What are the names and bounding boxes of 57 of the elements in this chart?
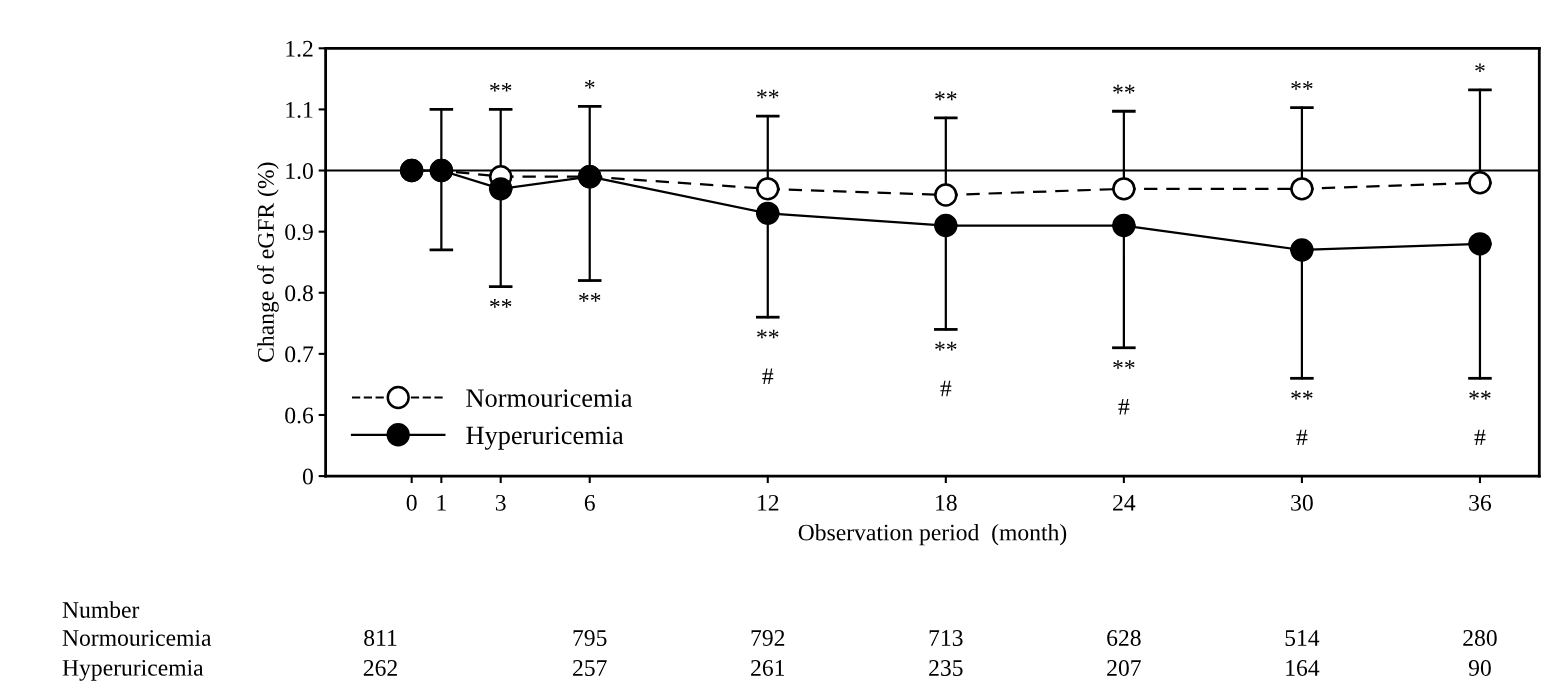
annotation: ** — [1291, 390, 1313, 400]
x-tick-label: 6 — [584, 494, 595, 511]
annotation: ** — [757, 89, 779, 99]
text: 262 — [363, 660, 397, 676]
annotation: # — [1474, 429, 1486, 446]
text: 514 — [1285, 630, 1320, 646]
x-tick-label: 30 — [1291, 494, 1313, 511]
y-tick-label: 0.6 — [285, 407, 314, 424]
annotation: ** — [935, 341, 957, 351]
text: Number — [62, 601, 140, 618]
annotation: # — [762, 368, 774, 384]
x-tick-label: 24 — [1113, 494, 1136, 511]
text: 811 — [364, 629, 397, 646]
y-tick-label: 0 — [302, 468, 313, 485]
text: Hyperuricemia — [62, 659, 204, 681]
annotation: ** — [490, 82, 512, 92]
y-tick-label: 0.8 — [285, 285, 313, 302]
x-axis-title: Observation period (month) — [798, 523, 1067, 546]
legend-label: Normouricemia — [466, 389, 633, 407]
y-axis-title: Change of eGFR (%) — [257, 162, 279, 362]
annotation: ** — [1469, 390, 1491, 400]
text: 207 — [1107, 659, 1141, 676]
annotation: ** — [1291, 81, 1313, 90]
annotation: ** — [490, 299, 512, 308]
x-tick-label: 18 — [936, 494, 957, 511]
annotation: ** — [935, 91, 957, 101]
text: 713 — [929, 630, 963, 646]
text: 280 — [1463, 629, 1497, 646]
x-tick-label: 12 — [758, 494, 779, 511]
text: 257 — [573, 660, 607, 676]
x-tick-label: 1 — [437, 494, 446, 511]
text: Normouricemia — [62, 630, 212, 646]
text: 90 — [1468, 659, 1491, 676]
annotation: # — [940, 380, 952, 397]
y-tick-label: 1.2 — [286, 40, 313, 57]
x-tick-label: 3 — [495, 494, 506, 511]
y-tick-label: 1.0 — [286, 163, 313, 180]
annotation: ** — [1113, 360, 1135, 369]
y-tick-label: 0.7 — [285, 346, 314, 363]
text: 235 — [929, 660, 963, 676]
x-tick-label: 0 — [406, 494, 417, 511]
legend-label: Hyperuricemia — [466, 426, 624, 450]
text: 261 — [751, 660, 785, 676]
annotation: ** — [579, 292, 601, 302]
annotation: # — [1118, 399, 1130, 415]
annotation: ** — [757, 329, 779, 339]
text: 628 — [1107, 629, 1141, 646]
annotation: * — [1475, 63, 1485, 73]
y-tick-label: 1.1 — [286, 102, 313, 118]
annotation: # — [1296, 429, 1308, 446]
text: 795 — [573, 630, 607, 646]
y-tick-label: 0.9 — [285, 224, 313, 241]
annotation: * — [584, 79, 595, 89]
annotation: ** — [1113, 84, 1135, 94]
text: 164 — [1286, 660, 1320, 676]
x-tick-label: 36 — [1469, 494, 1492, 511]
text: 792 — [751, 630, 785, 646]
